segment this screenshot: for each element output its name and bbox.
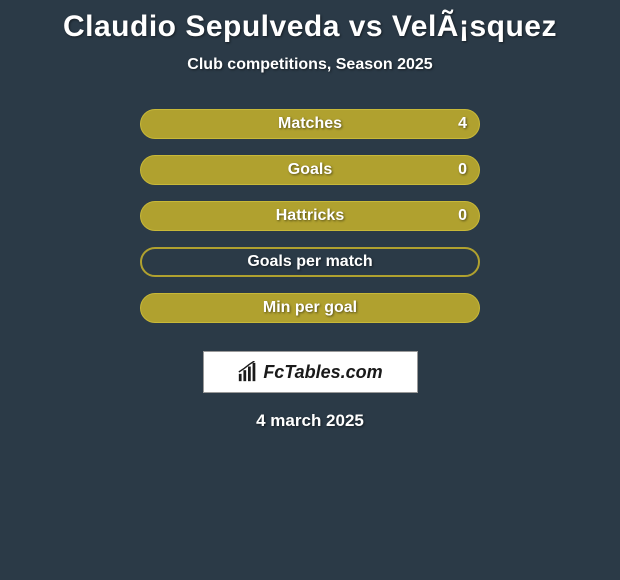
stat-label: Goals per match — [247, 253, 372, 271]
logo-box: FcTables.com — [203, 351, 418, 393]
logo-content: FcTables.com — [237, 361, 382, 383]
stat-value: 0 — [458, 161, 467, 179]
stat-row: Min per goal — [140, 293, 480, 323]
stats-container: Matches 4 Goals 0 Hattricks 0 Goals per match M… — [140, 109, 480, 339]
stat-row: Matches 4 — [140, 109, 480, 139]
chart-icon — [237, 361, 259, 383]
stat-value: 0 — [458, 207, 467, 225]
stat-bar: Hattricks 0 — [140, 201, 480, 231]
stat-row: Hattricks 0 — [140, 201, 480, 231]
stat-row: Goals 0 — [140, 155, 480, 185]
page-title: Claudio Sepulveda vs VelÃ¡squez — [63, 10, 557, 44]
stat-label: Matches — [278, 115, 342, 133]
stat-label: Goals — [288, 161, 332, 179]
subtitle: Club competitions, Season 2025 — [187, 56, 432, 74]
stat-label: Hattricks — [276, 207, 344, 225]
date-label: 4 march 2025 — [256, 411, 364, 431]
stat-value: 4 — [458, 115, 467, 133]
stat-bar: Matches 4 — [140, 109, 480, 139]
logo-text: FcTables.com — [263, 362, 382, 383]
stat-row: Goals per match — [140, 247, 480, 277]
stat-label: Min per goal — [263, 299, 357, 317]
stat-bar: Goals 0 — [140, 155, 480, 185]
stat-bar: Goals per match — [140, 247, 480, 277]
stat-bar: Min per goal — [140, 293, 480, 323]
main-container: Claudio Sepulveda vs VelÃ¡squez Club com… — [0, 0, 620, 441]
